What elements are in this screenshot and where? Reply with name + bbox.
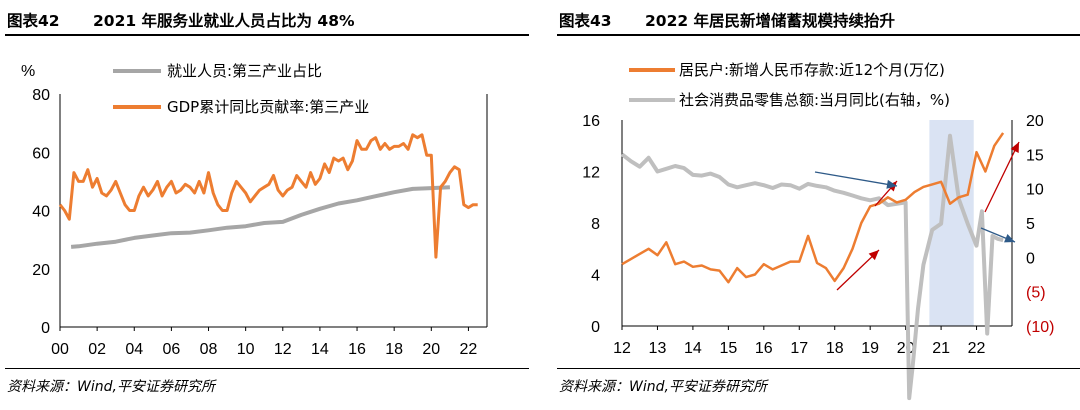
line-chart-left: % 0 20 40 60 80 00 02 04 06 08 10 12 14 16 18 20 22 就业人员:…	[21, 62, 488, 358]
y-tick-label: 12	[582, 165, 600, 182]
annotation-arrow-blue-head	[1004, 234, 1015, 243]
chart-title: 2021 年服务业就业人员占比为 48%	[93, 12, 355, 30]
y2-tick-label: 5	[1026, 216, 1035, 233]
x-tick-label: 21	[932, 340, 950, 357]
legend-label: 就业人员:第三产业占比	[167, 62, 322, 80]
y-tick-label: 20	[32, 262, 50, 279]
annotation-arrow-blue-head	[886, 179, 897, 189]
x-tick-label: 04	[125, 341, 143, 358]
chart-number: 图表42	[7, 12, 60, 30]
y-tick-label: 80	[32, 87, 50, 104]
x-tick-label: 10	[237, 341, 255, 358]
panel-household-savings: 图表43 2022 年居民新增储蓄规模持续抬升 0 4 8 12 16 (10) (5) 0 5…	[557, 0, 1080, 410]
legend-label: GDP累计同比贡献率:第三产业	[167, 98, 369, 116]
legend-label: 居民户:新增人民币存款:近12个月(万亿)	[679, 61, 945, 79]
chart-title-bar: 图表42 2021 年服务业就业人员占比为 48%	[5, 6, 529, 36]
x-tick-label: 19	[861, 340, 879, 357]
x-tick-label: 18	[385, 341, 403, 358]
x-tick-label: 16	[348, 341, 366, 358]
y2-tick-label: 15	[1026, 147, 1044, 164]
x-tick-label: 18	[826, 340, 844, 357]
y-axis-unit: %	[21, 63, 35, 80]
legend-label: 社会消费品零售总额:当月同比(右轴，%)	[679, 91, 950, 109]
panel-service-employment: 图表42 2021 年服务业就业人员占比为 48% % 0 20 40 60 80 00 0…	[5, 0, 529, 410]
series-line-gdp	[58, 133, 478, 259]
x-tick-label: 12	[274, 341, 292, 358]
chart-title-bar: 图表43 2022 年居民新增储蓄规模持续抬升	[557, 6, 1080, 36]
series-line-retail-sales	[620, 133, 1004, 401]
y-tick-label: 8	[591, 216, 600, 233]
x-tick-label: 14	[311, 341, 329, 358]
source-note: 资料来源：Wind,平安证券研究所	[557, 368, 1080, 395]
y-tick-label: 16	[582, 113, 600, 130]
annotation-arrow-blue	[814, 171, 898, 187]
x-tick-label: 13	[649, 340, 667, 357]
chart-title: 2022 年居民新增储蓄规模持续抬升	[645, 12, 896, 30]
y-tick-label: 60	[32, 145, 50, 162]
y-tick-label: 40	[32, 204, 50, 221]
x-tick-label: 02	[88, 341, 106, 358]
x-tick-label: 06	[162, 341, 180, 358]
source-note: 资料来源：Wind,平安证券研究所	[5, 368, 529, 395]
x-tick-label: 22	[968, 340, 986, 357]
source-text: 资料来源：Wind,平安证券研究所	[7, 379, 215, 395]
x-tick-label: 08	[200, 341, 218, 358]
x-tick-label: 15	[719, 340, 737, 357]
series-line-new-deposits	[621, 132, 1005, 284]
y-tick-label: 0	[591, 319, 600, 336]
y2-tick-label: 10	[1026, 182, 1044, 199]
y2-tick-label: 20	[1026, 113, 1044, 130]
annotation-arrow-red-head	[1010, 142, 1019, 153]
y2-tick-label: 0	[1026, 250, 1035, 267]
x-tick-label: 22	[460, 341, 478, 358]
x-tick-label: 16	[755, 340, 773, 357]
source-text: 资料来源：Wind,平安证券研究所	[559, 379, 767, 395]
x-tick-label: 00	[51, 341, 69, 358]
y-tick-label: 4	[591, 268, 600, 285]
x-tick-label: 20	[422, 341, 440, 358]
y-tick-label: 0	[41, 320, 50, 337]
annotation-arrow-red	[984, 141, 1020, 213]
x-tick-label: 12	[613, 340, 631, 357]
annotation-arrow-red-head	[868, 250, 879, 261]
x-tick-label: 14	[684, 340, 702, 357]
x-tick-label: 17	[790, 340, 808, 357]
series-line-employment	[70, 185, 450, 249]
y2-tick-label: (10)	[1026, 319, 1054, 336]
y2-tick-label: (5)	[1026, 285, 1046, 302]
chart-number: 图表43	[559, 12, 612, 30]
